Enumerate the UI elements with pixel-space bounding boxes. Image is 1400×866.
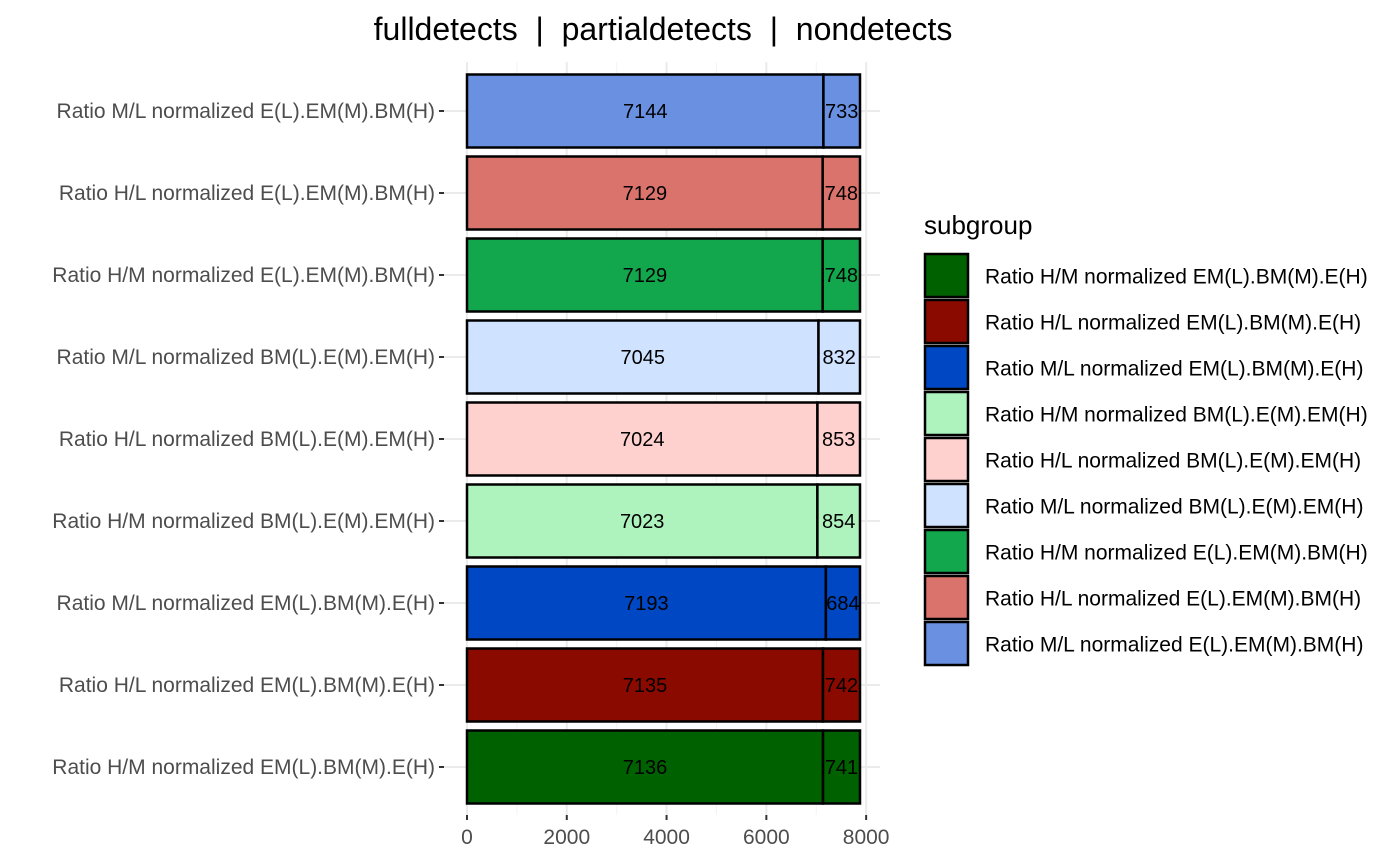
x-tick-label: 6000 xyxy=(743,826,790,849)
x-axis: 0 2000 4000 6000 8000 xyxy=(461,815,889,849)
bar-segment xyxy=(821,729,862,805)
chart-title: fulldetects | partialdetects | nondetect… xyxy=(374,11,953,47)
bar-segment xyxy=(821,647,862,723)
data-label: 684 xyxy=(826,593,859,615)
legend-label: Ratio H/L normalized E(L).EM(M).BM(H) xyxy=(985,588,1361,611)
data-label: 741 xyxy=(825,757,858,779)
y-tick-label: Ratio H/M normalized E(L).EM(M).BM(H) xyxy=(52,264,435,287)
legend-key xyxy=(923,436,970,483)
data-label: 7193 xyxy=(624,593,669,615)
data-label: 853 xyxy=(822,429,855,451)
y-axis: Ratio M/L normalized E(L).EM(M).BM(H) Rat… xyxy=(52,100,444,779)
x-tick-label: 0 xyxy=(461,826,473,849)
legend-label: Ratio H/L normalized EM(L).BM(M).E(H) xyxy=(985,312,1361,335)
bars-layer: 7144 733 7129 748 7129 748 7045 832 7024 853 7023 8… xyxy=(465,73,862,805)
data-label: 7129 xyxy=(623,265,668,287)
y-tick-label: Ratio H/L normalized EM(L).BM(M).E(H) xyxy=(59,674,435,697)
legend-key xyxy=(923,574,970,621)
data-label: 7023 xyxy=(620,511,665,533)
bar-segment xyxy=(821,237,862,313)
bar-segment xyxy=(816,401,862,477)
data-label: 7045 xyxy=(620,347,665,369)
legend-label: Ratio M/L normalized BM(L).E(M).EM(H) xyxy=(985,496,1363,519)
data-label: 742 xyxy=(825,675,858,697)
y-tick-label: Ratio M/L normalized EM(L).BM(M).E(H) xyxy=(57,592,435,615)
bar-segment xyxy=(465,647,825,723)
y-tick-label: Ratio M/L normalized E(L).EM(M).BM(H) xyxy=(57,100,435,123)
legend-label: Ratio H/M normalized BM(L).E(M).EM(H) xyxy=(985,404,1368,427)
legend-label: Ratio M/L normalized EM(L).BM(M).E(H) xyxy=(985,358,1363,381)
x-tick-label: 8000 xyxy=(843,826,890,849)
bar-segment xyxy=(824,565,862,641)
y-tick-label: Ratio H/M normalized BM(L).E(M).EM(H) xyxy=(52,510,435,533)
legend-label: Ratio H/M normalized E(L).EM(M).BM(H) xyxy=(985,542,1368,565)
bar-segment xyxy=(465,729,825,805)
legend-key xyxy=(923,298,970,345)
bar-segment xyxy=(465,565,828,641)
legend-label: Ratio H/L normalized BM(L).E(M).EM(H) xyxy=(985,450,1361,473)
legend-key xyxy=(923,482,970,529)
data-label: 854 xyxy=(822,511,855,533)
y-tick-label: Ratio H/M normalized EM(L).BM(M).E(H) xyxy=(52,756,435,779)
bar-segment xyxy=(816,483,862,559)
data-label: 7144 xyxy=(623,101,668,123)
legend: subgroup Ratio H/M normalized EM(L).BM(M… xyxy=(923,210,1368,667)
bar-segment xyxy=(817,319,862,395)
data-label: 832 xyxy=(823,347,856,369)
legend-key xyxy=(923,252,970,299)
legend-title: subgroup xyxy=(924,210,1032,240)
legend-key xyxy=(923,620,970,667)
data-label: 748 xyxy=(825,183,858,205)
data-label: 7135 xyxy=(623,675,668,697)
y-tick-label: Ratio M/L normalized BM(L).E(M).EM(H) xyxy=(57,346,435,369)
bar-segment xyxy=(821,155,862,231)
legend-label: Ratio M/L normalized E(L).EM(M).BM(H) xyxy=(985,634,1363,657)
legend-key xyxy=(923,344,970,391)
legend-key xyxy=(923,528,970,575)
x-tick-label: 2000 xyxy=(543,826,590,849)
y-tick-label: Ratio H/L normalized E(L).EM(M).BM(H) xyxy=(59,182,435,205)
bar-segment xyxy=(822,73,862,149)
data-label: 7024 xyxy=(620,429,665,451)
data-label: 7136 xyxy=(623,757,668,779)
y-tick-label: Ratio H/L normalized BM(L).E(M).EM(H) xyxy=(59,428,435,451)
data-label: 748 xyxy=(825,265,858,287)
legend-key xyxy=(923,390,970,437)
legend-label: Ratio H/M normalized EM(L).BM(M).E(H) xyxy=(985,266,1368,289)
data-label: 7129 xyxy=(623,183,668,205)
x-tick-label: 4000 xyxy=(643,826,690,849)
data-label: 733 xyxy=(825,101,858,123)
